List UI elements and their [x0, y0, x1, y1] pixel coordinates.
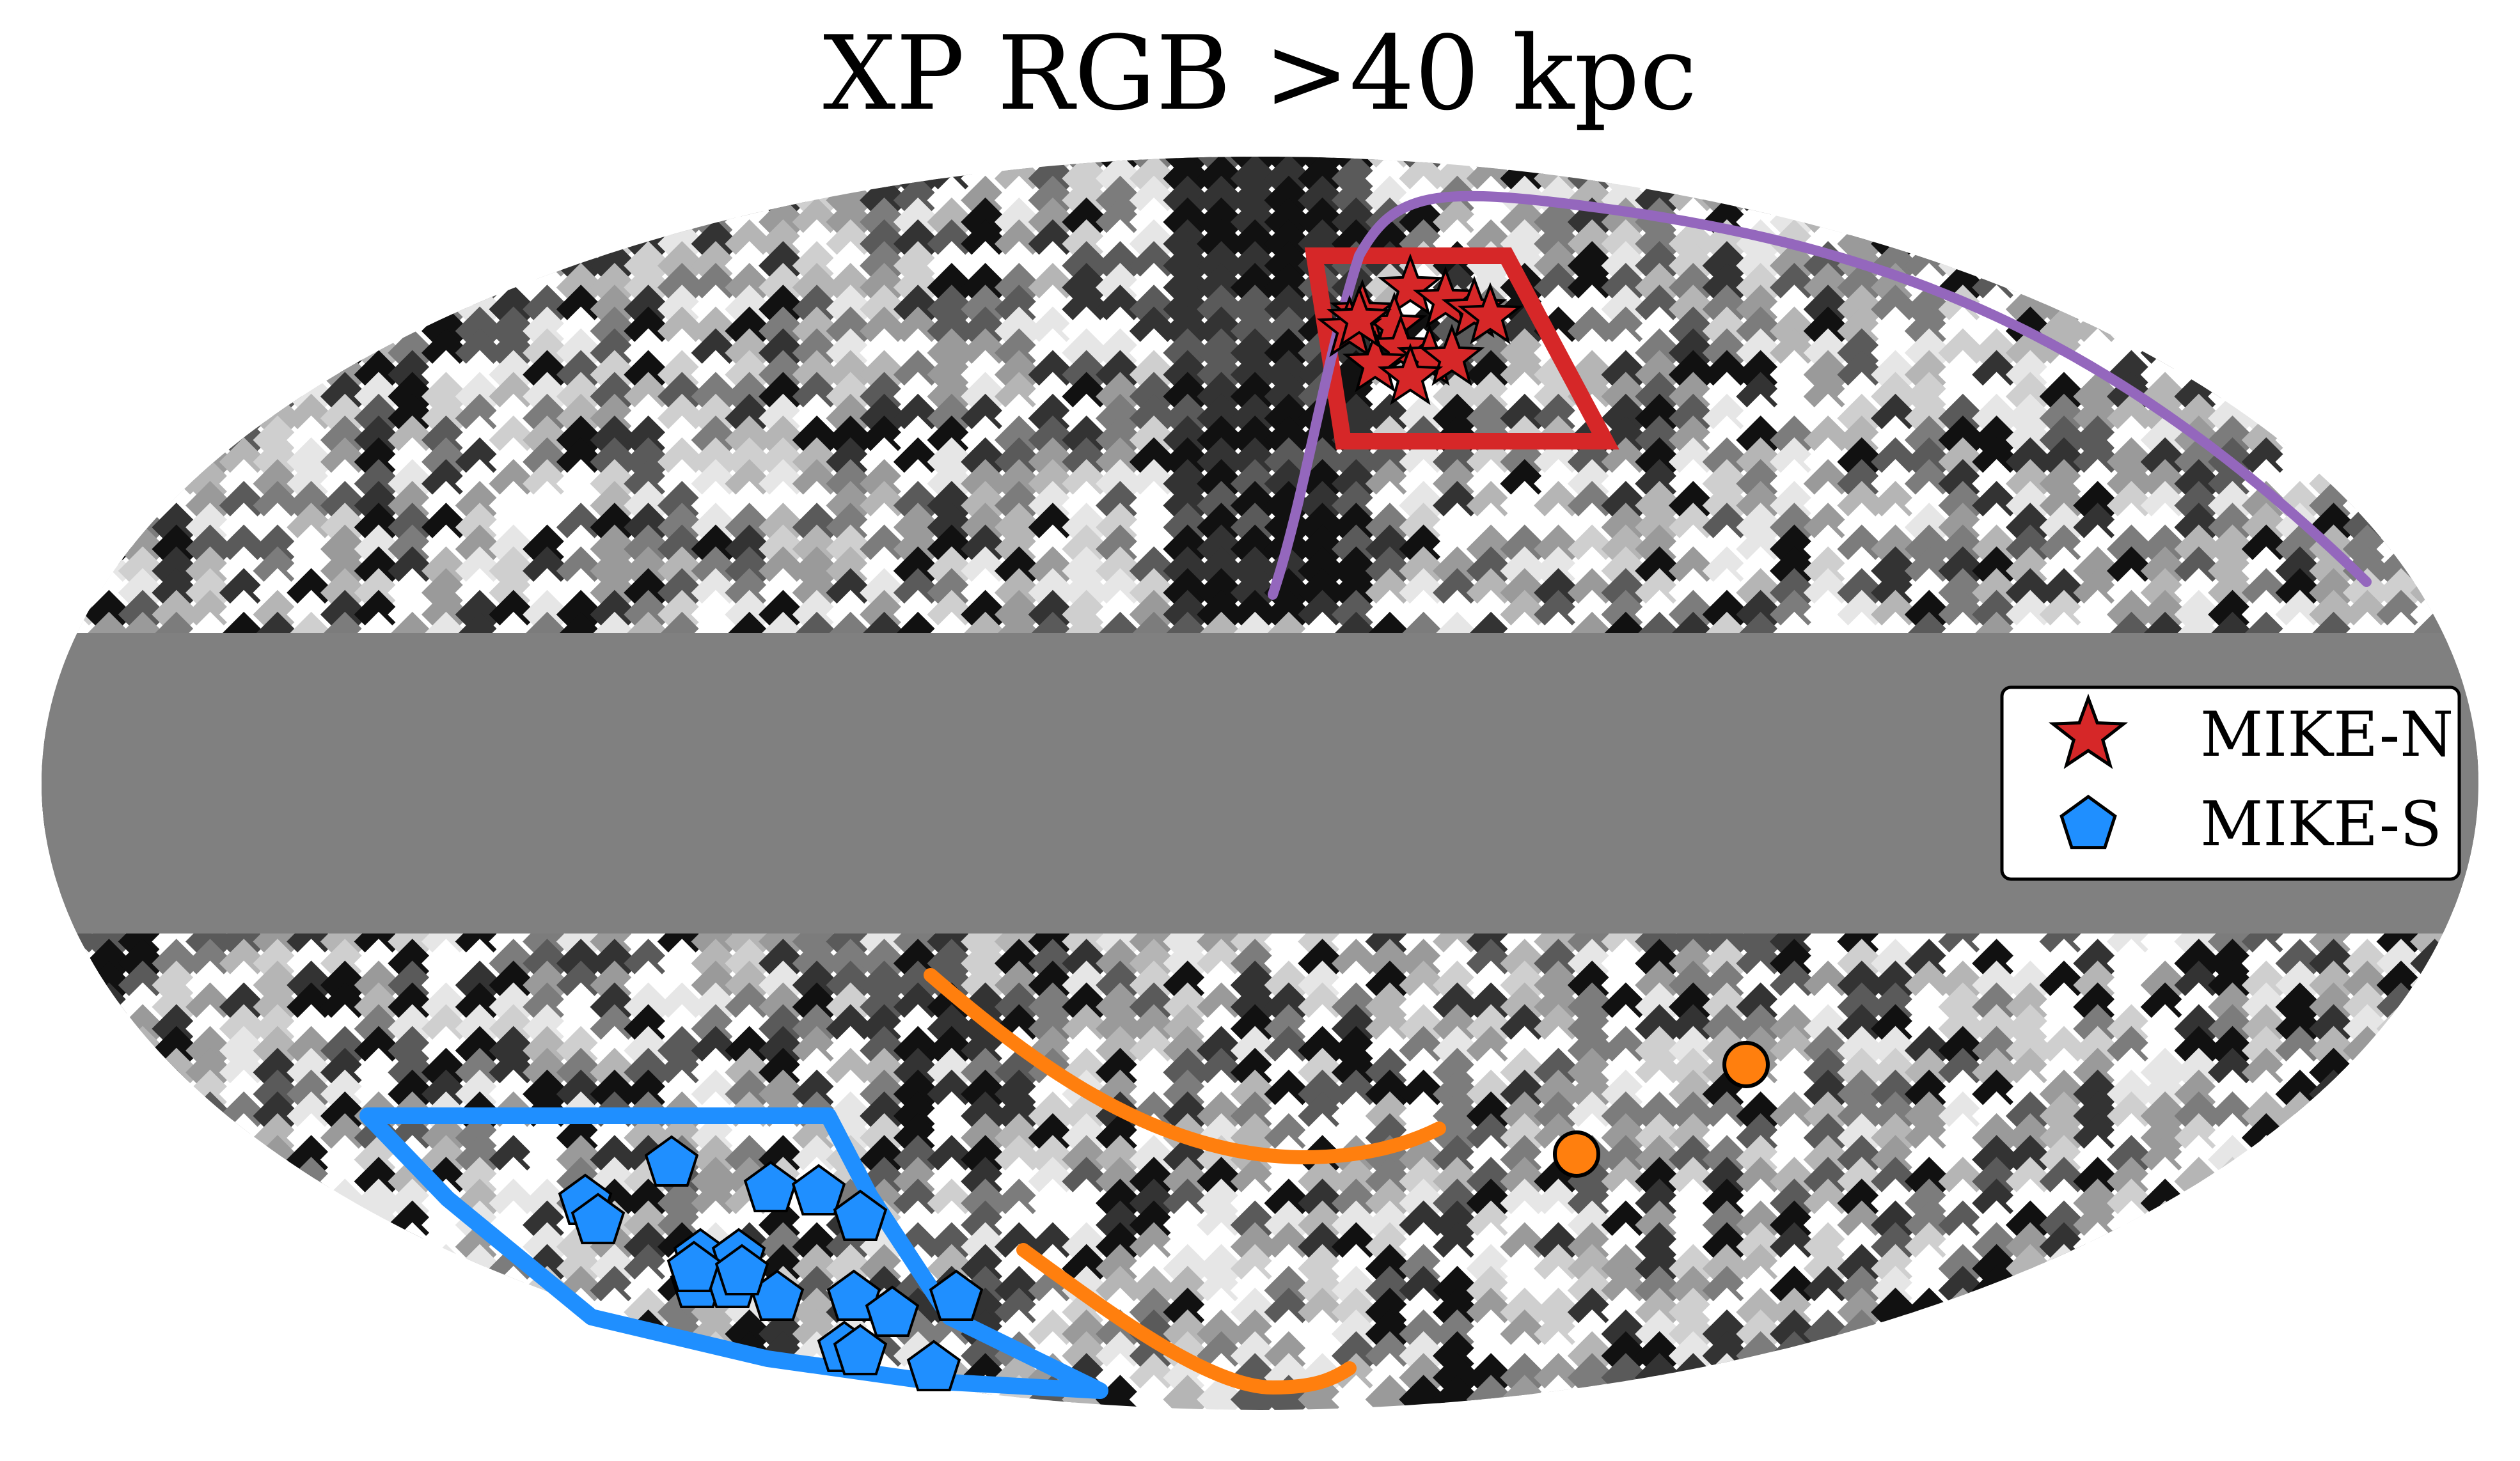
mike-n-star	[1367, 314, 1434, 377]
map-pixel	[42, 633, 67, 683]
mike-s-pentagon	[906, 1340, 961, 1391]
figure-title: XP RGB >40 kpc	[823, 13, 1697, 133]
mike-n-star	[1326, 285, 1392, 348]
mike-s-pentagon	[714, 1244, 769, 1295]
mike-s-markers	[558, 1135, 984, 1391]
map-pixel	[1432, 1375, 1482, 1410]
mike-s-pentagon	[644, 1135, 699, 1187]
mike-n-star	[1377, 343, 1444, 405]
map-pixel	[1129, 1375, 1179, 1410]
mike-n-star	[1457, 282, 1524, 345]
legend: MIKE-N MIKE-S	[2000, 685, 2461, 881]
map-pixel	[1399, 1375, 1449, 1410]
map-pixel	[1365, 1375, 1415, 1410]
map-pixel	[2005, 1244, 2055, 1293]
map-pixel	[2443, 917, 2478, 967]
orange-dot	[1553, 1130, 1600, 1178]
legend-label-mike-s: MIKE-S	[2200, 788, 2442, 860]
map-pixel	[42, 895, 67, 944]
mike-s-pentagon	[929, 1269, 984, 1321]
map-pixel	[1095, 1375, 1145, 1410]
mike-s-pentagon	[833, 1189, 888, 1241]
map-pixel	[51, 960, 100, 1010]
mike-n-star	[1412, 266, 1479, 329]
mike-s-pentagon	[666, 1240, 721, 1292]
orange-stream-track-2	[1016, 1243, 1357, 1395]
map-pixel	[1803, 1309, 1853, 1359]
mike-s-pentagon	[571, 1192, 626, 1244]
legend-label-mike-n: MIKE-N	[2200, 699, 2453, 770]
mike-s-pentagon	[791, 1164, 846, 1215]
mike-n-footprint	[1304, 247, 1619, 449]
legend-pentagon-icon	[2059, 794, 2117, 850]
mike-n-star	[1419, 324, 1485, 386]
orange-stream-track-1	[924, 968, 1446, 1165]
mike-s-pentagon	[865, 1285, 920, 1337]
legend-frame	[2000, 685, 2461, 881]
mike-n-star	[1377, 253, 1444, 316]
orange-dot	[1722, 1041, 1770, 1088]
mike-s-pentagon	[743, 1160, 798, 1212]
mike-s-footprint	[359, 1107, 1108, 1399]
mike-n-star	[1342, 330, 1408, 393]
mike-n-markers	[1316, 253, 1524, 405]
mike-s-pentagon	[833, 1324, 888, 1375]
purple-stream-track	[1268, 191, 2372, 600]
legend-star-icon	[2048, 693, 2129, 769]
map-pixel	[1264, 1375, 1314, 1410]
map-pixel	[1163, 1375, 1213, 1410]
map-pixel	[1331, 1375, 1381, 1410]
